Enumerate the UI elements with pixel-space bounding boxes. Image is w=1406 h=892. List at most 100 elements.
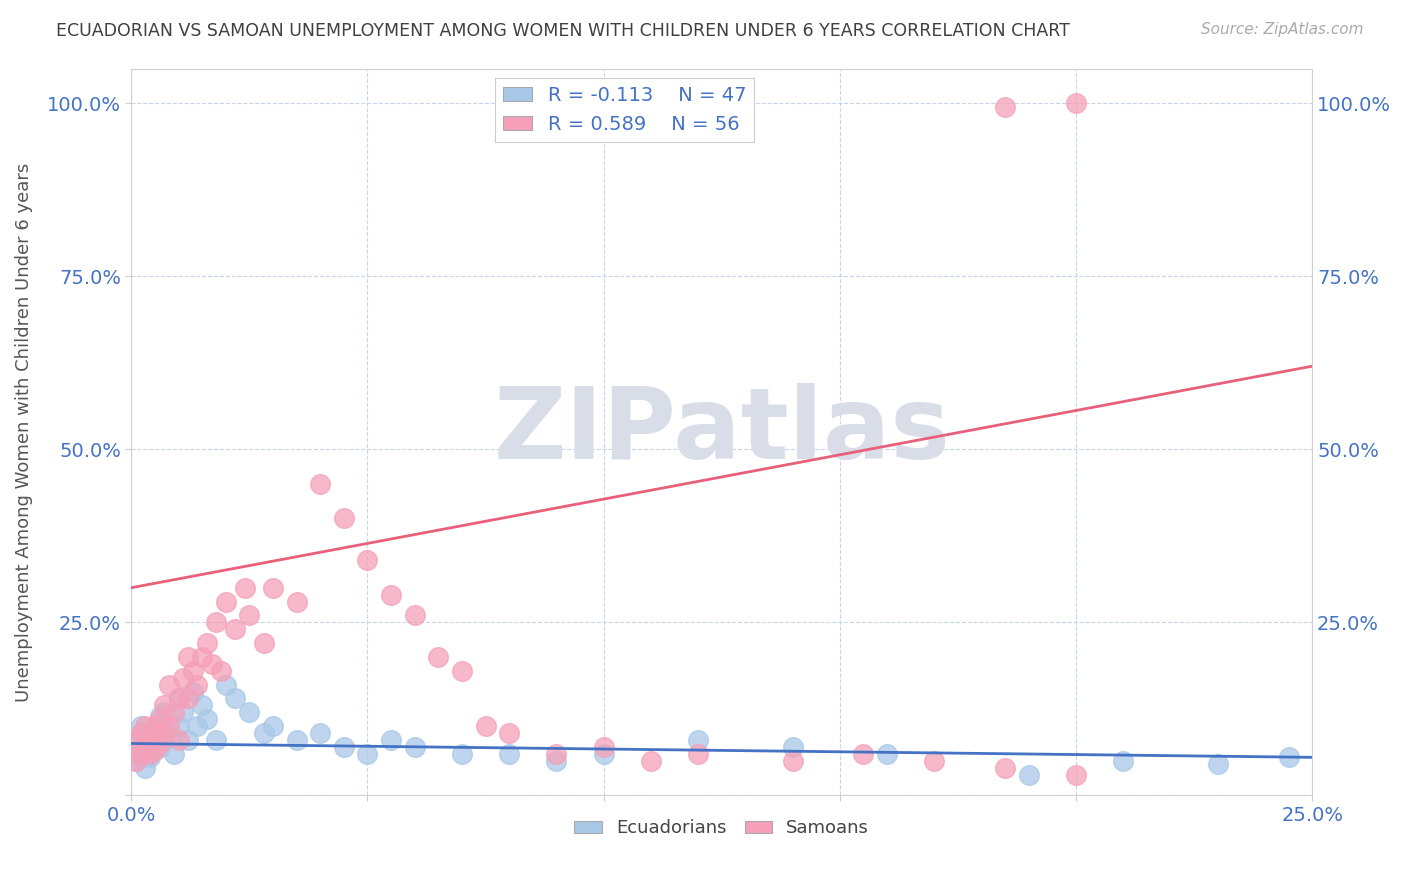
- Point: [333, 511, 356, 525]
- Text: ZIPatlas: ZIPatlas: [494, 384, 950, 481]
- Point: [546, 747, 568, 761]
- Point: [167, 733, 190, 747]
- Point: [134, 761, 156, 775]
- Point: [205, 615, 228, 630]
- Point: [163, 706, 186, 720]
- Point: [233, 581, 256, 595]
- Point: [163, 747, 186, 761]
- Point: [215, 594, 238, 608]
- Point: [852, 747, 875, 761]
- Point: [153, 698, 176, 713]
- Point: [129, 719, 152, 733]
- Point: [262, 719, 284, 733]
- Point: [380, 733, 402, 747]
- Point: [134, 733, 156, 747]
- Point: [1064, 767, 1087, 781]
- Point: [782, 739, 804, 754]
- Point: [172, 706, 194, 720]
- Point: [157, 719, 180, 733]
- Point: [356, 747, 378, 761]
- Point: [380, 588, 402, 602]
- Point: [134, 739, 156, 754]
- Point: [640, 754, 662, 768]
- Point: [1277, 750, 1299, 764]
- Point: [994, 100, 1017, 114]
- Point: [474, 719, 496, 733]
- Point: [181, 684, 204, 698]
- Point: [143, 743, 166, 757]
- Point: [125, 733, 148, 747]
- Point: [688, 747, 710, 761]
- Point: [215, 678, 238, 692]
- Point: [181, 664, 204, 678]
- Point: [451, 747, 474, 761]
- Point: [167, 691, 190, 706]
- Point: [404, 608, 426, 623]
- Point: [177, 691, 200, 706]
- Point: [157, 726, 180, 740]
- Point: [186, 678, 208, 692]
- Point: [333, 739, 356, 754]
- Point: [592, 739, 614, 754]
- Point: [139, 733, 162, 747]
- Point: [252, 726, 274, 740]
- Point: [262, 581, 284, 595]
- Point: [177, 733, 200, 747]
- Point: [309, 476, 332, 491]
- Point: [167, 719, 190, 733]
- Point: [309, 726, 332, 740]
- Point: [149, 736, 172, 750]
- Legend: Ecuadorians, Samoans: Ecuadorians, Samoans: [567, 812, 876, 845]
- Point: [285, 594, 308, 608]
- Point: [224, 622, 246, 636]
- Point: [356, 553, 378, 567]
- Point: [153, 726, 176, 740]
- Point: [252, 636, 274, 650]
- Point: [1112, 754, 1135, 768]
- Point: [195, 712, 218, 726]
- Point: [1064, 96, 1087, 111]
- Point: [498, 726, 520, 740]
- Point: [782, 754, 804, 768]
- Point: [404, 739, 426, 754]
- Point: [285, 733, 308, 747]
- Text: ECUADORIAN VS SAMOAN UNEMPLOYMENT AMONG WOMEN WITH CHILDREN UNDER 6 YEARS CORREL: ECUADORIAN VS SAMOAN UNEMPLOYMENT AMONG …: [56, 22, 1070, 40]
- Point: [149, 712, 172, 726]
- Point: [592, 747, 614, 761]
- Point: [125, 754, 148, 768]
- Point: [876, 747, 898, 761]
- Point: [191, 649, 214, 664]
- Point: [153, 706, 176, 720]
- Point: [177, 649, 200, 664]
- Point: [994, 761, 1017, 775]
- Point: [153, 733, 176, 747]
- Y-axis label: Unemployment Among Women with Children Under 6 years: Unemployment Among Women with Children U…: [15, 162, 32, 702]
- Point: [238, 706, 260, 720]
- Point: [451, 664, 474, 678]
- Text: Source: ZipAtlas.com: Source: ZipAtlas.com: [1201, 22, 1364, 37]
- Point: [688, 733, 710, 747]
- Point: [1206, 757, 1229, 772]
- Point: [139, 747, 162, 761]
- Point: [129, 747, 152, 761]
- Point: [922, 754, 945, 768]
- Point: [157, 678, 180, 692]
- Point: [143, 719, 166, 733]
- Point: [498, 747, 520, 761]
- Point: [205, 733, 228, 747]
- Point: [1018, 767, 1040, 781]
- Point: [149, 708, 172, 723]
- Point: [546, 754, 568, 768]
- Point: [224, 691, 246, 706]
- Point: [191, 698, 214, 713]
- Point: [143, 743, 166, 757]
- Point: [125, 733, 148, 747]
- Point: [209, 664, 232, 678]
- Point: [125, 754, 148, 768]
- Point: [195, 636, 218, 650]
- Point: [427, 649, 450, 664]
- Point: [143, 719, 166, 733]
- Point: [129, 747, 152, 761]
- Point: [139, 726, 162, 740]
- Point: [186, 719, 208, 733]
